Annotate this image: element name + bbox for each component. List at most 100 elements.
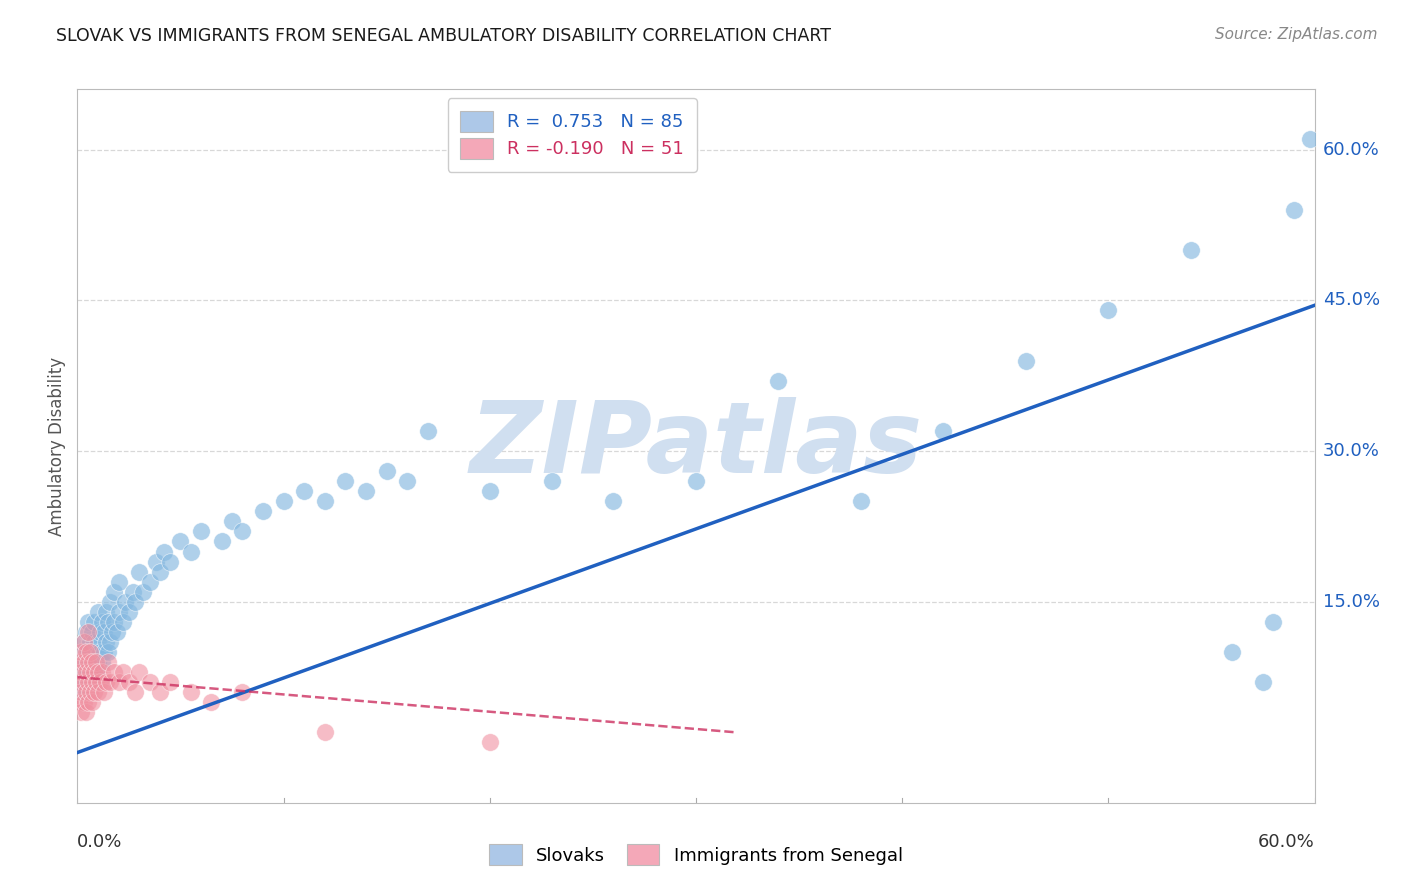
Point (107, 605, 129, 619)
Point (221, 515, 243, 529)
Point (768, 374, 790, 388)
Point (72, 635, 94, 649)
Point (159, 555, 181, 569)
Point (76, 655, 98, 669)
Point (932, 424, 955, 438)
Point (79, 645, 101, 659)
Y-axis label: Ambulatory Disability: Ambulatory Disability (48, 357, 66, 535)
Point (132, 584, 155, 599)
Point (75, 665, 97, 680)
Point (1299, 132, 1322, 146)
Point (1251, 675, 1274, 690)
Point (273, 494, 295, 508)
Point (76, 675, 98, 690)
Point (87, 605, 110, 619)
Point (83, 665, 105, 680)
Point (335, 474, 357, 488)
Point (849, 494, 872, 508)
Legend: Slovaks, Immigrants from Senegal: Slovaks, Immigrants from Senegal (482, 837, 910, 872)
Point (72, 655, 94, 669)
Point (98, 675, 121, 690)
Point (138, 574, 160, 589)
Point (540, 474, 562, 488)
Point (1263, 615, 1285, 629)
Text: 15.0%: 15.0% (1323, 593, 1379, 611)
Point (96, 605, 118, 619)
Point (1282, 202, 1305, 217)
Point (1015, 353, 1038, 368)
Point (75, 645, 97, 659)
Point (83, 685, 105, 699)
Point (292, 484, 315, 499)
Point (70, 645, 93, 659)
Point (602, 494, 624, 508)
Point (200, 695, 222, 709)
Text: 60.0%: 60.0% (1323, 141, 1379, 159)
Point (91, 665, 114, 680)
Point (76, 665, 98, 680)
Point (75, 685, 97, 699)
Point (231, 685, 253, 699)
Point (138, 675, 160, 690)
Text: 0.0%: 0.0% (77, 833, 122, 851)
Point (159, 675, 181, 690)
Point (93, 645, 115, 659)
Text: 30.0%: 30.0% (1323, 442, 1379, 460)
Point (91, 655, 114, 669)
Point (685, 474, 707, 488)
Text: Source: ZipAtlas.com: Source: ZipAtlas.com (1215, 27, 1378, 42)
Point (72, 635, 94, 649)
Point (80, 695, 103, 709)
Point (416, 424, 439, 438)
Point (75, 624, 97, 639)
Point (107, 675, 129, 690)
Point (103, 665, 125, 680)
Point (114, 595, 136, 609)
Point (96, 675, 118, 690)
Point (72, 665, 94, 680)
Point (97, 615, 120, 629)
Point (1097, 303, 1119, 318)
Point (98, 595, 121, 609)
Point (70, 685, 93, 699)
Point (87, 635, 110, 649)
Point (252, 504, 274, 518)
Point (70, 655, 93, 669)
Point (80, 624, 103, 639)
Point (231, 524, 253, 539)
Point (98, 635, 121, 649)
Point (149, 685, 172, 699)
Point (79, 655, 101, 669)
Point (128, 665, 150, 680)
Point (169, 534, 191, 549)
Point (76, 695, 98, 709)
Point (87, 665, 110, 680)
Point (124, 595, 146, 609)
Point (124, 685, 146, 699)
Point (180, 685, 202, 699)
Point (72, 695, 94, 709)
Point (70, 706, 93, 720)
Point (103, 615, 125, 629)
Point (87, 655, 110, 669)
Point (80, 675, 103, 690)
Point (96, 635, 118, 649)
Point (67, 675, 90, 690)
Point (478, 484, 501, 499)
Point (103, 584, 125, 599)
Point (67, 695, 90, 709)
Point (128, 565, 150, 579)
Point (93, 624, 115, 639)
Point (118, 605, 141, 619)
Point (72, 675, 94, 690)
Point (118, 675, 141, 690)
Point (84, 675, 107, 690)
Point (80, 655, 103, 669)
Point (122, 584, 145, 599)
Point (107, 574, 129, 589)
Point (93, 685, 115, 699)
Point (89, 645, 111, 659)
Text: SLOVAK VS IMMIGRANTS FROM SENEGAL AMBULATORY DISABILITY CORRELATION CHART: SLOVAK VS IMMIGRANTS FROM SENEGAL AMBULA… (56, 27, 831, 45)
Point (97, 645, 120, 659)
Point (70, 665, 93, 680)
